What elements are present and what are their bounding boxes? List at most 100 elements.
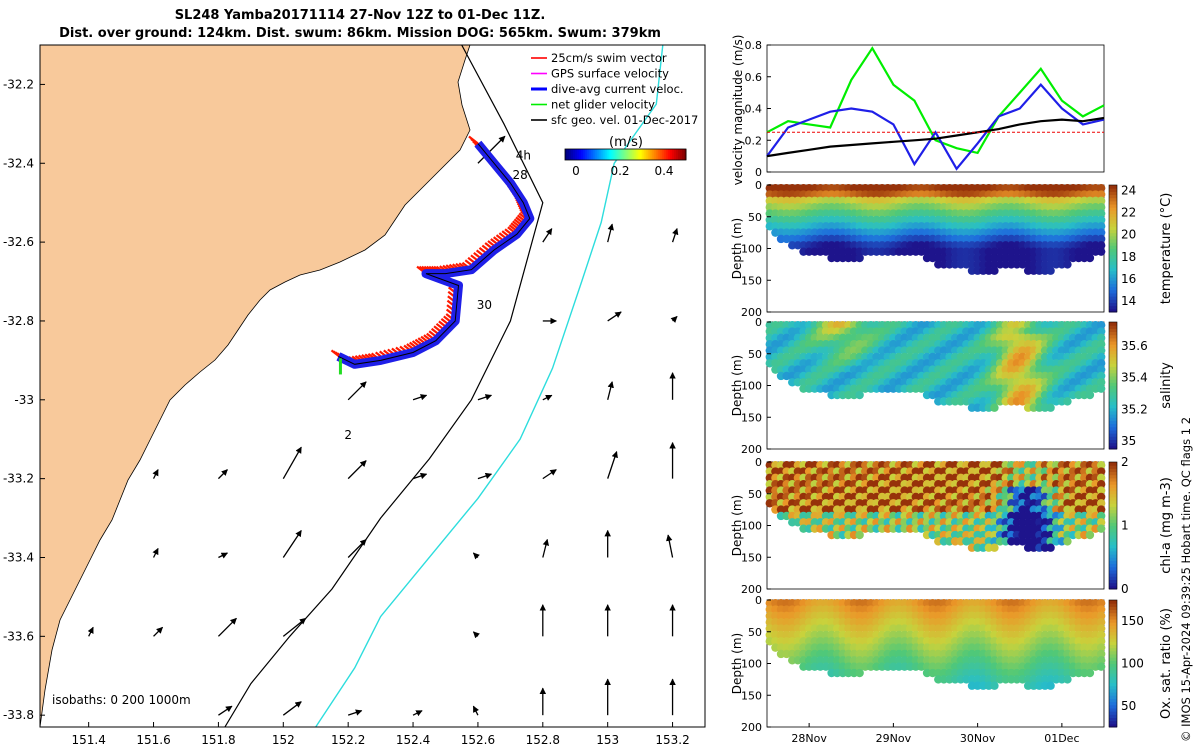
glider-path-line [338, 143, 531, 365]
colorbar-cell [583, 149, 586, 160]
section-cells [765, 183, 1106, 275]
section-colorbar-cell [1109, 273, 1117, 278]
section-colorbar-cell [1109, 289, 1117, 294]
section-colorbar-cell [1109, 350, 1117, 355]
section-colorbar-cell [1109, 191, 1117, 196]
section-sample [1096, 352, 1106, 362]
geostrophic-vector [477, 394, 493, 401]
section-colorbar-cell [1109, 305, 1117, 310]
section-colorbar-cell [1109, 682, 1117, 687]
velocity-panel: 0 0.2 0.4 0.6 0.8 velocity magnitude (m/s) [731, 35, 1105, 185]
colorbar-cell [571, 149, 574, 160]
section-sample [1096, 467, 1106, 476]
section-colorbar-cell [1109, 698, 1117, 703]
colorbar-cell [665, 149, 669, 160]
section-colorbar-tick-label: 24 [1121, 184, 1136, 198]
map-y-tick-label: -33.4 [3, 550, 34, 564]
section-colorbar-cell [1109, 238, 1117, 243]
section-colorbar-cell [1109, 194, 1117, 199]
section-colorbar-cell [1109, 685, 1117, 690]
section-colorbar-cell [1109, 576, 1117, 580]
colorbar-cell [577, 149, 580, 160]
colorbar-cell [633, 149, 637, 160]
section-sample [1063, 397, 1072, 406]
section-sample [855, 253, 864, 263]
geostrophic-vector [542, 538, 550, 558]
colorbar-cell [611, 149, 614, 160]
section-colorbar-cell [1109, 360, 1117, 364]
colorbar-cell [601, 149, 604, 160]
section-sample [990, 266, 999, 275]
map-annotation: 30 [477, 298, 492, 312]
section-colorbar-cell [1109, 644, 1117, 649]
section-colorbar-cell [1109, 235, 1117, 240]
section-colorbar-cell [1109, 669, 1117, 674]
section-colorbar-cell [1109, 563, 1117, 568]
colorbar-cell [617, 149, 620, 160]
section-sample [1096, 656, 1106, 665]
legend-label: sfc geo. vel. 01-Dec-2017 [551, 113, 698, 127]
map-x-tick-label: 153.2 [655, 733, 689, 747]
section-sample [1096, 524, 1106, 533]
speed-colorbar: (m/s) 0 0.2 0.4 [564, 135, 687, 178]
section-colorbar-tick-label: 100 [1121, 657, 1144, 671]
colorbar-cell [607, 149, 610, 160]
section-colorbar-cell [1109, 481, 1117, 485]
section-colorbar-cell [1109, 522, 1117, 526]
legend-label: net glider velocity [551, 98, 655, 112]
colorbar-cell [589, 149, 592, 160]
geostrophic-vector [152, 547, 159, 558]
velocity-series-line [766, 46, 1105, 155]
section-sample [1096, 384, 1106, 393]
geostrophic-vector [477, 472, 493, 480]
section-colorbar-cell [1109, 471, 1117, 476]
land-mass [40, 45, 471, 727]
section-colorbar-cell [1109, 622, 1117, 626]
section-sample [1096, 499, 1106, 508]
section-colorbar-cell [1109, 356, 1117, 361]
colorbar-cell [615, 149, 618, 160]
geostrophic-vector [607, 381, 614, 400]
section-colorbar-cell [1109, 207, 1117, 211]
section-colorbar: 50 100 150 [1108, 599, 1144, 728]
section-frame [766, 461, 1105, 590]
section-colorbar-cell [1109, 717, 1117, 722]
geostrophic-vector [607, 451, 618, 479]
section-colorbar-cell [1109, 251, 1117, 256]
section-colorbar-cell [1109, 512, 1117, 517]
section-frame [766, 184, 1105, 313]
section-panel: 0 50 100 150 200 Depth (m) 14 16 18 20 22 24 tempera… [730, 179, 1174, 319]
geostrophic-vector [412, 394, 428, 401]
section-colorbar-tick-label: 150 [1121, 614, 1144, 628]
section-y-label: Depth (m) [730, 218, 744, 279]
map-y-tick-label: -32.4 [3, 156, 34, 170]
colorbar-cell [653, 149, 657, 160]
section-colorbar-cell [1109, 544, 1117, 549]
colorbar-cell [651, 149, 655, 160]
section-colorbar-cell [1109, 660, 1117, 664]
section-colorbar-cell [1109, 197, 1117, 202]
section-colorbar-cell [1109, 232, 1117, 237]
section-colorbar-cell [1109, 219, 1117, 224]
map-x-tick-label: 152 [272, 733, 295, 747]
section-colorbar-cell [1109, 426, 1117, 431]
section-colorbar-cell [1109, 363, 1117, 367]
section-colorbar-cell [1109, 711, 1117, 715]
section-colorbar-cell [1109, 379, 1117, 383]
section-sample [1096, 365, 1106, 374]
section-sample [1096, 228, 1106, 237]
map-x-tick-label: 153 [596, 733, 619, 747]
section-y-tick-label: 50 [748, 348, 762, 361]
isobath-200m [224, 45, 544, 727]
colorbar-cell [673, 149, 677, 160]
colorbar-cell [649, 149, 653, 160]
section-colorbar-tick-label: 1 [1121, 519, 1129, 533]
colorbar-cell [575, 149, 578, 160]
colorbar-cell [677, 149, 681, 160]
section-colorbar-tick-label: 20 [1121, 228, 1136, 242]
section-colorbar-cell [1109, 673, 1117, 677]
section-colorbar-tick-label: 50 [1121, 699, 1136, 713]
colorbar-cell [631, 149, 635, 160]
colorbar-cell [603, 149, 606, 160]
section-colorbar-cell [1109, 277, 1117, 281]
